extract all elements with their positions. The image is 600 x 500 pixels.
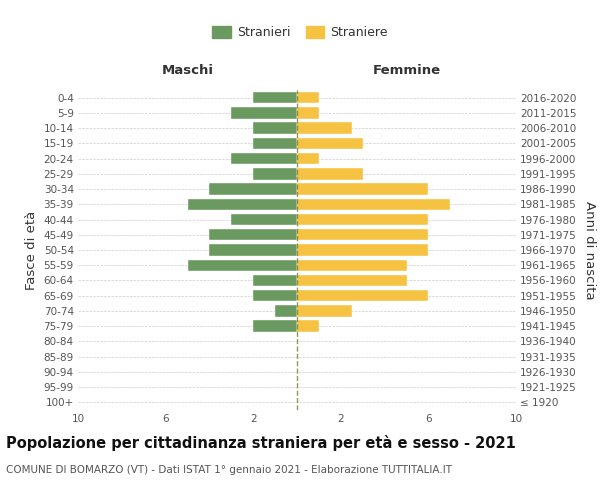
Y-axis label: Anni di nascita: Anni di nascita [583, 200, 596, 300]
Bar [297, 168, 362, 179]
Legend: Stranieri, Straniere: Stranieri, Straniere [207, 21, 393, 44]
Bar [209, 229, 297, 240]
Bar [253, 275, 297, 286]
Bar [232, 107, 297, 118]
Bar [297, 122, 352, 134]
Bar [297, 305, 352, 316]
Bar [253, 290, 297, 302]
Bar [253, 138, 297, 149]
Bar [253, 92, 297, 104]
Text: Popolazione per cittadinanza straniera per età e sesso - 2021: Popolazione per cittadinanza straniera p… [6, 435, 516, 451]
Bar [297, 244, 428, 256]
Bar [297, 260, 407, 271]
Bar [297, 107, 319, 118]
Bar [297, 214, 428, 225]
Bar [297, 153, 319, 164]
Bar [275, 305, 297, 316]
Y-axis label: Fasce di età: Fasce di età [25, 210, 38, 290]
Text: COMUNE DI BOMARZO (VT) - Dati ISTAT 1° gennaio 2021 - Elaborazione TUTTITALIA.IT: COMUNE DI BOMARZO (VT) - Dati ISTAT 1° g… [6, 465, 452, 475]
Bar [297, 92, 319, 104]
Bar [297, 184, 428, 195]
Bar [209, 184, 297, 195]
Bar [187, 260, 297, 271]
Text: Femmine: Femmine [373, 64, 440, 77]
Bar [253, 122, 297, 134]
Bar [209, 244, 297, 256]
Bar [297, 290, 428, 302]
Bar [297, 320, 319, 332]
Bar [297, 198, 450, 210]
Bar [253, 168, 297, 179]
Text: Maschi: Maschi [161, 64, 214, 77]
Bar [297, 275, 407, 286]
Bar [232, 214, 297, 225]
Bar [253, 320, 297, 332]
Bar [297, 138, 362, 149]
Bar [232, 153, 297, 164]
Bar [187, 198, 297, 210]
Bar [297, 229, 428, 240]
